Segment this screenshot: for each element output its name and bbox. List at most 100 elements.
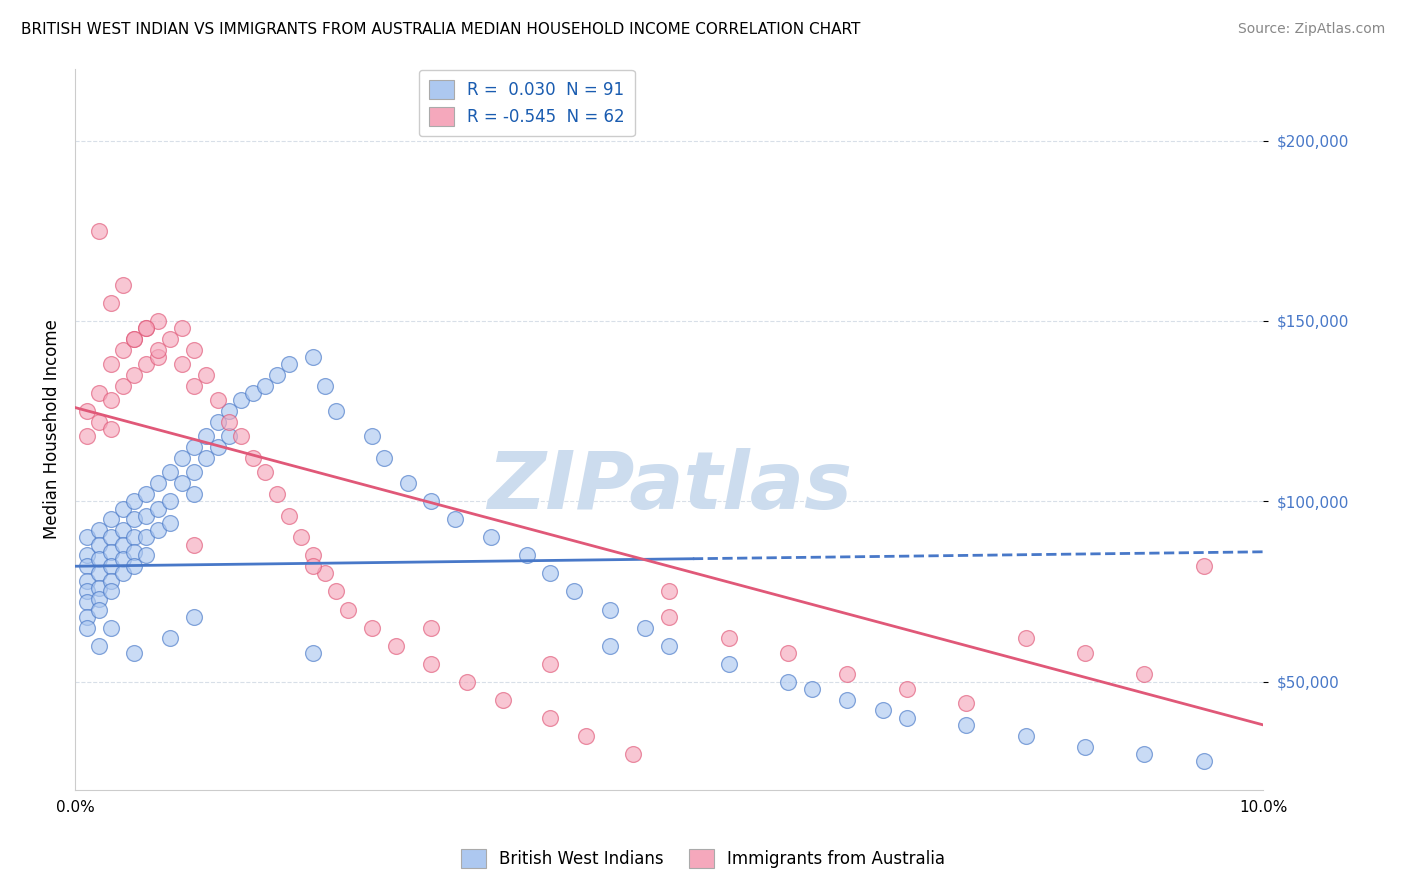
Point xyxy=(562,584,585,599)
Point xyxy=(87,523,110,537)
Point xyxy=(1074,646,1097,660)
Point xyxy=(100,296,122,310)
Point xyxy=(1014,729,1036,743)
Point xyxy=(183,379,205,393)
Point xyxy=(277,357,299,371)
Point xyxy=(124,368,146,382)
Point xyxy=(207,440,229,454)
Point xyxy=(148,350,170,364)
Point xyxy=(159,332,181,346)
Point xyxy=(135,508,157,523)
Point xyxy=(290,530,312,544)
Point xyxy=(207,415,229,429)
Point xyxy=(479,530,502,544)
Point xyxy=(420,657,443,671)
Point xyxy=(111,343,134,357)
Point xyxy=(87,566,110,581)
Point xyxy=(183,487,205,501)
Point xyxy=(325,404,347,418)
Point xyxy=(194,368,217,382)
Point xyxy=(111,538,134,552)
Point xyxy=(301,350,323,364)
Point xyxy=(124,530,146,544)
Point xyxy=(76,404,98,418)
Point xyxy=(837,692,859,706)
Point xyxy=(325,584,347,599)
Point xyxy=(124,545,146,559)
Point xyxy=(87,602,110,616)
Point xyxy=(194,429,217,443)
Point xyxy=(170,476,193,491)
Point xyxy=(100,559,122,574)
Point xyxy=(800,681,823,696)
Text: ZIPatlas: ZIPatlas xyxy=(486,448,852,526)
Point xyxy=(159,516,181,530)
Point xyxy=(183,466,205,480)
Point xyxy=(658,584,681,599)
Point xyxy=(444,512,467,526)
Point xyxy=(159,494,181,508)
Point xyxy=(76,609,98,624)
Point xyxy=(301,646,323,660)
Point xyxy=(148,501,170,516)
Point xyxy=(420,621,443,635)
Point xyxy=(361,429,384,443)
Point xyxy=(87,591,110,606)
Point xyxy=(194,450,217,465)
Point xyxy=(658,609,681,624)
Point xyxy=(170,321,193,335)
Point xyxy=(148,314,170,328)
Point xyxy=(634,621,657,635)
Point xyxy=(159,632,181,646)
Point xyxy=(277,508,299,523)
Point xyxy=(124,332,146,346)
Point xyxy=(492,692,515,706)
Point xyxy=(1133,747,1156,761)
Legend: R =  0.030  N = 91, R = -0.545  N = 62: R = 0.030 N = 91, R = -0.545 N = 62 xyxy=(419,70,634,136)
Point xyxy=(100,574,122,588)
Point xyxy=(837,667,859,681)
Point xyxy=(1014,632,1036,646)
Point xyxy=(87,224,110,238)
Point xyxy=(100,393,122,408)
Point xyxy=(337,602,360,616)
Point xyxy=(872,704,894,718)
Point xyxy=(373,450,395,465)
Point xyxy=(218,415,240,429)
Point xyxy=(148,343,170,357)
Point xyxy=(314,566,336,581)
Point xyxy=(1192,559,1215,574)
Point xyxy=(955,718,977,732)
Y-axis label: Median Household Income: Median Household Income xyxy=(44,319,60,539)
Point xyxy=(301,549,323,563)
Point xyxy=(124,494,146,508)
Point xyxy=(717,632,740,646)
Point xyxy=(183,343,205,357)
Point xyxy=(111,523,134,537)
Point xyxy=(135,321,157,335)
Point xyxy=(100,512,122,526)
Point xyxy=(896,681,918,696)
Point xyxy=(148,476,170,491)
Point xyxy=(87,552,110,566)
Point xyxy=(242,386,264,401)
Point xyxy=(76,530,98,544)
Point xyxy=(87,581,110,595)
Point xyxy=(111,379,134,393)
Point xyxy=(100,422,122,436)
Point xyxy=(135,357,157,371)
Point xyxy=(76,574,98,588)
Point xyxy=(124,332,146,346)
Point xyxy=(717,657,740,671)
Point xyxy=(658,639,681,653)
Point xyxy=(76,559,98,574)
Point xyxy=(183,538,205,552)
Point xyxy=(124,512,146,526)
Point xyxy=(420,494,443,508)
Point xyxy=(124,559,146,574)
Point xyxy=(1133,667,1156,681)
Point xyxy=(385,639,408,653)
Point xyxy=(135,321,157,335)
Point xyxy=(896,711,918,725)
Point xyxy=(218,404,240,418)
